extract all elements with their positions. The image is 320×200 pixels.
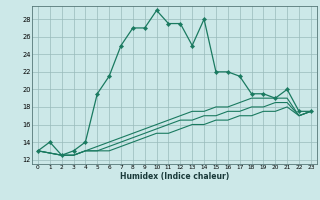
X-axis label: Humidex (Indice chaleur): Humidex (Indice chaleur): [120, 172, 229, 181]
